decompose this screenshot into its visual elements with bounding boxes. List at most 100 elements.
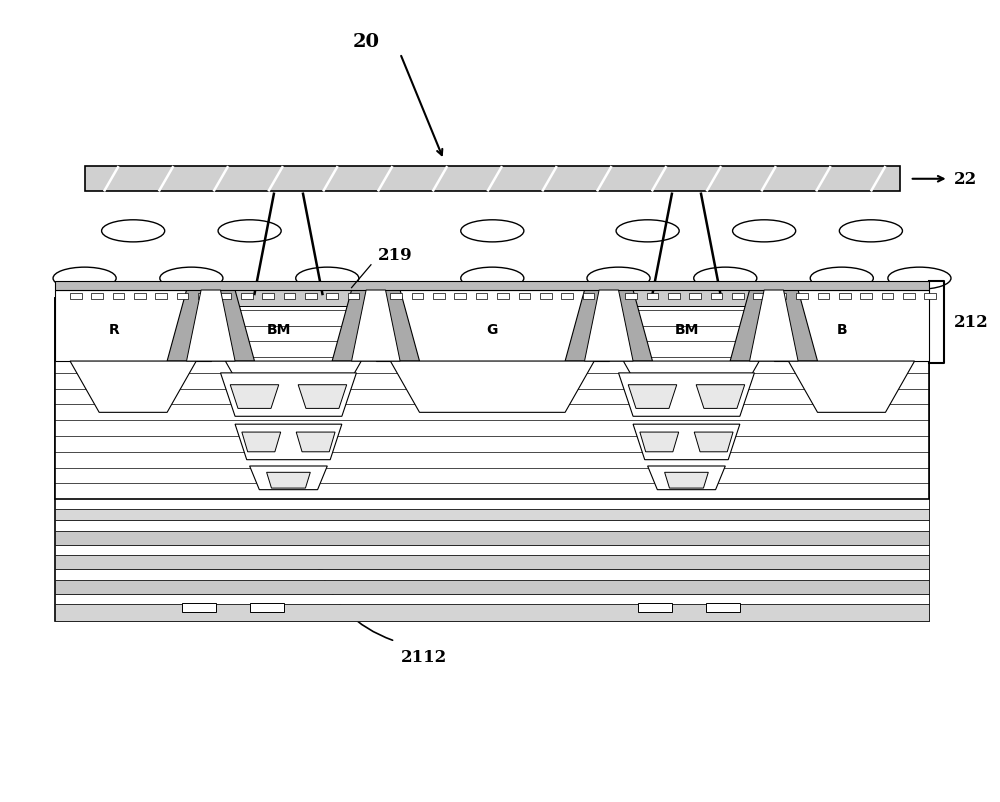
Ellipse shape [296, 268, 359, 290]
Bar [55, 556, 929, 569]
Bar [284, 294, 295, 300]
Bar [55, 509, 929, 520]
Bar [638, 603, 672, 612]
Polygon shape [70, 362, 196, 413]
Bar [903, 294, 915, 300]
Bar [55, 499, 929, 509]
Bar [91, 294, 103, 300]
Bar [583, 294, 594, 300]
Bar [182, 603, 216, 612]
Ellipse shape [810, 268, 873, 290]
Text: BM: BM [674, 323, 699, 337]
Polygon shape [694, 432, 733, 452]
Text: BM: BM [267, 323, 291, 337]
Bar [70, 294, 82, 300]
Bar [390, 294, 402, 300]
Polygon shape [633, 424, 740, 460]
Bar [561, 294, 573, 300]
Text: R: R [108, 323, 119, 337]
Bar [241, 294, 253, 300]
Polygon shape [187, 290, 235, 362]
Bar [818, 294, 829, 300]
Bar [497, 294, 509, 300]
Text: G: G [487, 323, 498, 337]
Bar [55, 282, 929, 290]
Text: 219: 219 [378, 247, 413, 264]
Bar [476, 294, 487, 300]
Bar [711, 294, 722, 300]
Bar [519, 294, 530, 300]
Polygon shape [296, 432, 335, 452]
Ellipse shape [733, 221, 796, 242]
Bar [155, 294, 167, 300]
Polygon shape [225, 362, 361, 413]
Bar [796, 294, 808, 300]
Ellipse shape [53, 268, 116, 290]
Polygon shape [619, 374, 754, 417]
Ellipse shape [839, 221, 902, 242]
Bar [113, 294, 124, 300]
Bar [540, 294, 552, 300]
Bar [177, 294, 188, 300]
Bar [454, 294, 466, 300]
Polygon shape [235, 424, 342, 460]
Bar [753, 294, 765, 300]
Polygon shape [221, 374, 356, 417]
Bar [775, 294, 786, 300]
Bar [860, 294, 872, 300]
Polygon shape [648, 467, 725, 490]
Ellipse shape [160, 268, 223, 290]
Polygon shape [390, 362, 594, 413]
Bar [774, 290, 929, 362]
Polygon shape [623, 362, 759, 413]
Bar [882, 294, 893, 300]
Text: 2112: 2112 [401, 649, 447, 666]
Polygon shape [730, 290, 818, 362]
Bar [250, 603, 284, 612]
Bar [55, 298, 929, 500]
Bar [55, 580, 929, 594]
Bar [198, 294, 210, 300]
Bar [326, 294, 338, 300]
Bar [85, 167, 900, 192]
Bar [604, 294, 616, 300]
Polygon shape [640, 432, 679, 452]
Bar [924, 294, 936, 300]
Bar [55, 569, 929, 580]
Polygon shape [585, 290, 633, 362]
Bar [55, 605, 929, 622]
Bar [376, 290, 609, 362]
Bar [262, 294, 274, 300]
Bar [55, 594, 929, 605]
Polygon shape [167, 290, 254, 362]
Bar [839, 294, 851, 300]
Polygon shape [332, 290, 420, 362]
Bar [732, 294, 744, 300]
Polygon shape [750, 290, 798, 362]
Bar [134, 294, 146, 300]
Polygon shape [788, 362, 915, 413]
Polygon shape [696, 385, 745, 409]
Bar [433, 294, 445, 300]
Polygon shape [267, 472, 310, 488]
Polygon shape [352, 290, 400, 362]
Bar [55, 290, 929, 306]
Bar [647, 294, 658, 300]
Bar [220, 294, 231, 300]
Bar [55, 531, 929, 545]
Polygon shape [242, 432, 281, 452]
Polygon shape [628, 385, 677, 409]
Polygon shape [565, 290, 652, 362]
Bar [412, 294, 423, 300]
Polygon shape [230, 385, 279, 409]
Bar [55, 298, 929, 622]
Bar [348, 294, 359, 300]
Ellipse shape [461, 221, 524, 242]
Text: B: B [836, 323, 847, 337]
Bar [55, 545, 929, 556]
Bar [305, 294, 317, 300]
Bar [55, 520, 929, 531]
Text: 22: 22 [953, 171, 977, 188]
Bar [625, 294, 637, 300]
Polygon shape [665, 472, 708, 488]
